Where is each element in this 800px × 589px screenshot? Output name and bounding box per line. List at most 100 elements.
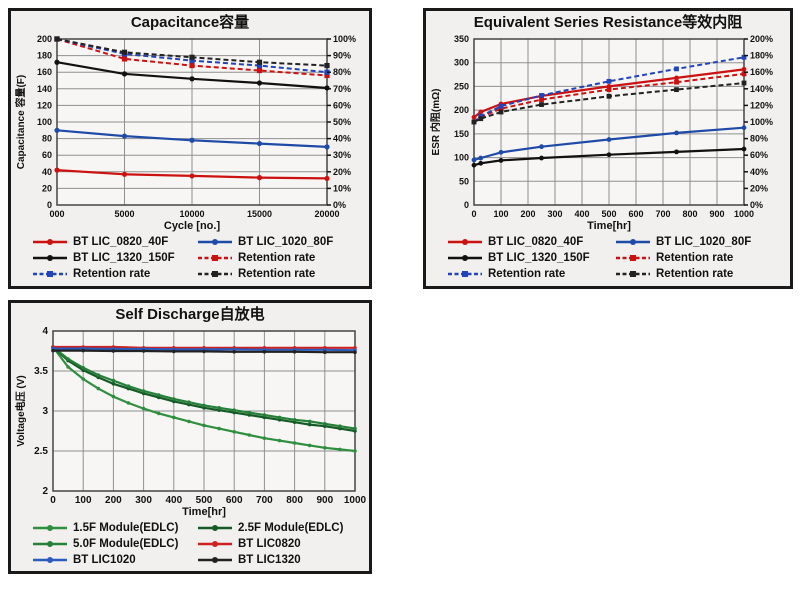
legend-label-5: BT LIC1320 xyxy=(238,554,301,566)
legend-label-1: BT LIC_1020_80F xyxy=(238,236,334,248)
svg-text:350: 350 xyxy=(454,34,469,44)
self-discharge-plot: 2 2.5 3 3.5 4 0 100 200 300 400 500 600 700 800 900 100… xyxy=(14,326,367,518)
svg-text:Time[hr]: Time[hr] xyxy=(587,220,631,232)
svg-text:160%: 160% xyxy=(750,67,773,77)
svg-text:600: 600 xyxy=(628,209,643,219)
svg-text:120: 120 xyxy=(37,100,52,110)
legend-item-0: 1.5F Module(EDLC) xyxy=(31,520,196,536)
legend-label-0: BT LIC_0820_40F xyxy=(73,236,169,248)
esr-plot: 0 50 100 150 200 250 300 350 0% 20% 40% 60% 80% 100% 1… xyxy=(429,34,773,232)
svg-text:180%: 180% xyxy=(750,51,773,61)
svg-text:Time[hr]: Time[hr] xyxy=(182,506,226,518)
svg-text:40: 40 xyxy=(42,167,52,177)
capacitance-plot: 0 20 40 60 80 100 120 140 160 180 200 0% 10% 20% 30% 40… xyxy=(14,34,356,232)
svg-text:40%: 40% xyxy=(333,134,351,144)
legend-swatch-4 xyxy=(448,271,482,277)
legend-item-2: 5.0F Module(EDLC) xyxy=(31,536,196,552)
legend-item-5: BT LIC1320 xyxy=(196,552,361,568)
legend-swatch-1 xyxy=(616,239,650,245)
svg-text:10%: 10% xyxy=(333,183,351,193)
svg-text:100: 100 xyxy=(493,209,508,219)
legend-item-4: BT LIC1020 xyxy=(31,552,196,568)
legend-swatch-3 xyxy=(198,255,232,261)
legend-item-0: BT LIC_0820_40F xyxy=(31,234,196,250)
self-discharge-chart-title: Self Discharge自放电 xyxy=(115,306,265,323)
legend-swatch-3 xyxy=(616,255,650,261)
svg-text:700: 700 xyxy=(655,209,670,219)
svg-text:10000: 10000 xyxy=(179,209,204,219)
svg-text:0: 0 xyxy=(464,200,469,210)
svg-text:800: 800 xyxy=(286,495,303,506)
svg-text:0%: 0% xyxy=(750,200,763,210)
legend-label-0: BT LIC_0820_40F xyxy=(488,236,584,248)
legend-label-2: 5.0F Module(EDLC) xyxy=(73,538,179,550)
esr-legend: BT LIC_0820_40F BT LIC_1020_80F BT LIC_132… xyxy=(428,233,788,282)
legend-swatch-2 xyxy=(448,255,482,261)
legend-swatch-0 xyxy=(33,525,67,531)
svg-text:140%: 140% xyxy=(750,84,773,94)
svg-text:Cycle [no.]: Cycle [no.] xyxy=(164,220,221,232)
legend-item-4: Retention rate xyxy=(31,266,196,282)
svg-text:140: 140 xyxy=(37,84,52,94)
legend-label-2: BT LIC_1320_150F xyxy=(73,252,175,264)
svg-text:200%: 200% xyxy=(750,34,773,44)
svg-text:120%: 120% xyxy=(750,100,773,110)
svg-text:0: 0 xyxy=(471,209,476,219)
svg-text:20: 20 xyxy=(42,183,52,193)
svg-text:20%: 20% xyxy=(333,167,351,177)
legend-label-3: Retention rate xyxy=(656,252,734,264)
svg-text:Capacitance 容量(F): Capacitance 容量(F) xyxy=(14,75,27,169)
svg-text:700: 700 xyxy=(256,495,273,506)
svg-text:60%: 60% xyxy=(750,150,768,160)
legend-label-5: Retention rate xyxy=(238,268,316,280)
legend-item-2: BT LIC_1320_150F xyxy=(446,250,614,266)
svg-text:160: 160 xyxy=(37,67,52,77)
legend-item-4: Retention rate xyxy=(446,266,614,282)
svg-text:000: 000 xyxy=(49,209,64,219)
svg-text:100: 100 xyxy=(37,117,52,127)
svg-text:Voltage电压 (V): Voltage电压 (V) xyxy=(14,375,27,446)
legend-label-0: 1.5F Module(EDLC) xyxy=(73,522,179,534)
legend-label-3: Retention rate xyxy=(238,252,316,264)
svg-text:1000: 1000 xyxy=(734,209,754,219)
svg-text:5000: 5000 xyxy=(114,209,134,219)
legend-swatch-5 xyxy=(198,271,232,277)
svg-text:900: 900 xyxy=(709,209,724,219)
legend-item-5: Retention rate xyxy=(196,266,361,282)
legend-swatch-5 xyxy=(616,271,650,277)
legend-label-5: Retention rate xyxy=(656,268,734,280)
svg-text:3.5: 3.5 xyxy=(34,366,48,377)
svg-text:30%: 30% xyxy=(333,150,351,160)
svg-text:60%: 60% xyxy=(333,100,351,110)
esr-chart-title: Equivalent Series Resistance等效内阻 xyxy=(473,14,743,31)
svg-text:100%: 100% xyxy=(333,34,356,44)
legend-swatch-4 xyxy=(33,557,67,563)
svg-text:200: 200 xyxy=(454,105,469,115)
legend-item-3: BT LIC0820 xyxy=(196,536,361,552)
legend-item-3: Retention rate xyxy=(614,250,782,266)
svg-text:2: 2 xyxy=(42,486,48,497)
capacitance-chart-title: Capacitance容量 xyxy=(130,14,250,31)
svg-text:150: 150 xyxy=(454,129,469,139)
svg-text:300: 300 xyxy=(454,58,469,68)
svg-text:400: 400 xyxy=(165,495,182,506)
svg-text:50%: 50% xyxy=(333,117,351,127)
svg-text:200: 200 xyxy=(37,34,52,44)
legend-label-4: BT LIC1020 xyxy=(73,554,136,566)
self-discharge-legend: 1.5F Module(EDLC) 2.5F Module(EDLC) 5.0F M… xyxy=(13,519,367,568)
svg-text:800: 800 xyxy=(682,209,697,219)
svg-text:50: 50 xyxy=(459,176,469,186)
svg-text:0%: 0% xyxy=(333,200,346,210)
svg-text:ESR 内阻(mΩ): ESR 内阻(mΩ) xyxy=(429,89,442,156)
legend-label-1: 2.5F Module(EDLC) xyxy=(238,522,344,534)
legend-swatch-2 xyxy=(33,255,67,261)
svg-text:500: 500 xyxy=(196,495,213,506)
legend-label-4: Retention rate xyxy=(73,268,151,280)
svg-text:90%: 90% xyxy=(333,51,351,61)
legend-item-5: Retention rate xyxy=(614,266,782,282)
svg-text:2.5: 2.5 xyxy=(34,446,48,457)
svg-text:40%: 40% xyxy=(750,167,768,177)
svg-text:70%: 70% xyxy=(333,84,351,94)
svg-text:300: 300 xyxy=(547,209,562,219)
